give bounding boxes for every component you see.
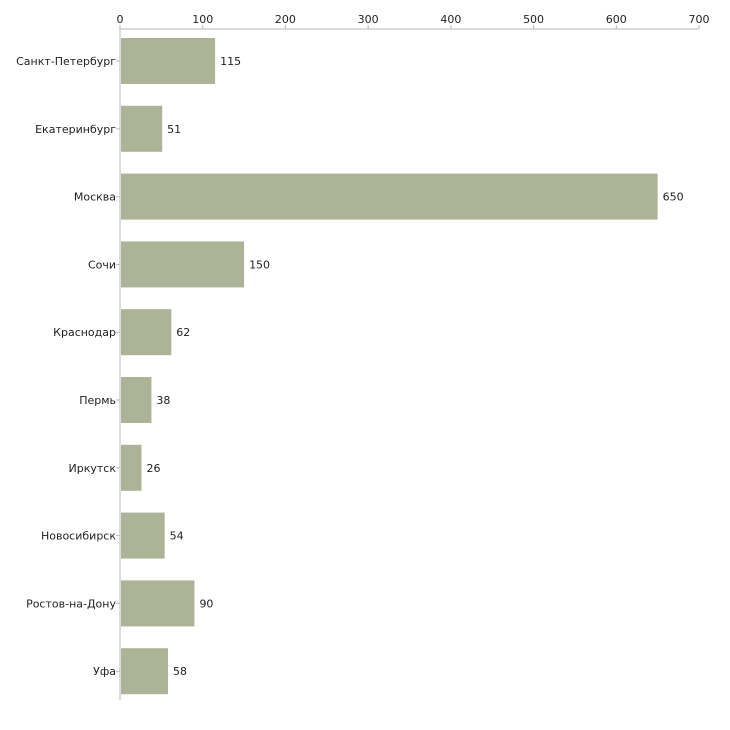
data-label: 51 xyxy=(167,123,181,136)
bar xyxy=(121,309,172,356)
data-label: 58 xyxy=(173,665,187,678)
data-label: 26 xyxy=(147,462,161,475)
category-label: Москва xyxy=(74,191,116,204)
data-label: 90 xyxy=(199,597,213,610)
x-tick-label: 100 xyxy=(192,13,213,26)
category-label: Новосибирск xyxy=(41,530,116,543)
x-tick-label: 700 xyxy=(689,13,710,26)
x-axis: 0 100 200 300 400 500 600 700 xyxy=(117,13,710,30)
bar xyxy=(121,580,195,627)
data-label: 650 xyxy=(663,191,684,204)
category-label: Уфа xyxy=(93,665,116,678)
data-label: 62 xyxy=(176,326,190,339)
bar xyxy=(121,241,245,288)
bar xyxy=(121,444,142,491)
y-axis: Санкт-Петербург Екатеринбург Москва Сочи Кра… xyxy=(16,29,121,700)
bar xyxy=(121,377,152,423)
x-tick-label: 200 xyxy=(275,13,296,26)
bar xyxy=(121,648,168,695)
x-tick-label: 500 xyxy=(523,13,544,26)
category-label: Санкт-Петербург xyxy=(16,55,116,68)
x-tick-label: 0 xyxy=(117,13,124,26)
category-label: Пермь xyxy=(79,394,116,407)
x-tick-label: 300 xyxy=(358,13,379,26)
data-label: 38 xyxy=(156,394,170,407)
data-label: 150 xyxy=(249,258,270,271)
bar xyxy=(121,105,163,152)
bar xyxy=(121,512,165,559)
data-label: 115 xyxy=(220,55,241,68)
bar xyxy=(121,173,658,220)
category-label: Краснодар xyxy=(53,326,116,339)
bar xyxy=(121,38,216,84)
category-label: Ростов-на-Дону xyxy=(26,597,116,610)
category-label: Екатеринбург xyxy=(35,123,116,136)
x-tick-label: 600 xyxy=(606,13,627,26)
category-label: Иркутск xyxy=(69,462,117,475)
bars: 115 51 650 150 62 38 26 54 90 58 xyxy=(121,38,684,695)
x-tick-label: 400 xyxy=(440,13,461,26)
category-label: Сочи xyxy=(88,258,116,271)
data-label: 54 xyxy=(170,530,184,543)
